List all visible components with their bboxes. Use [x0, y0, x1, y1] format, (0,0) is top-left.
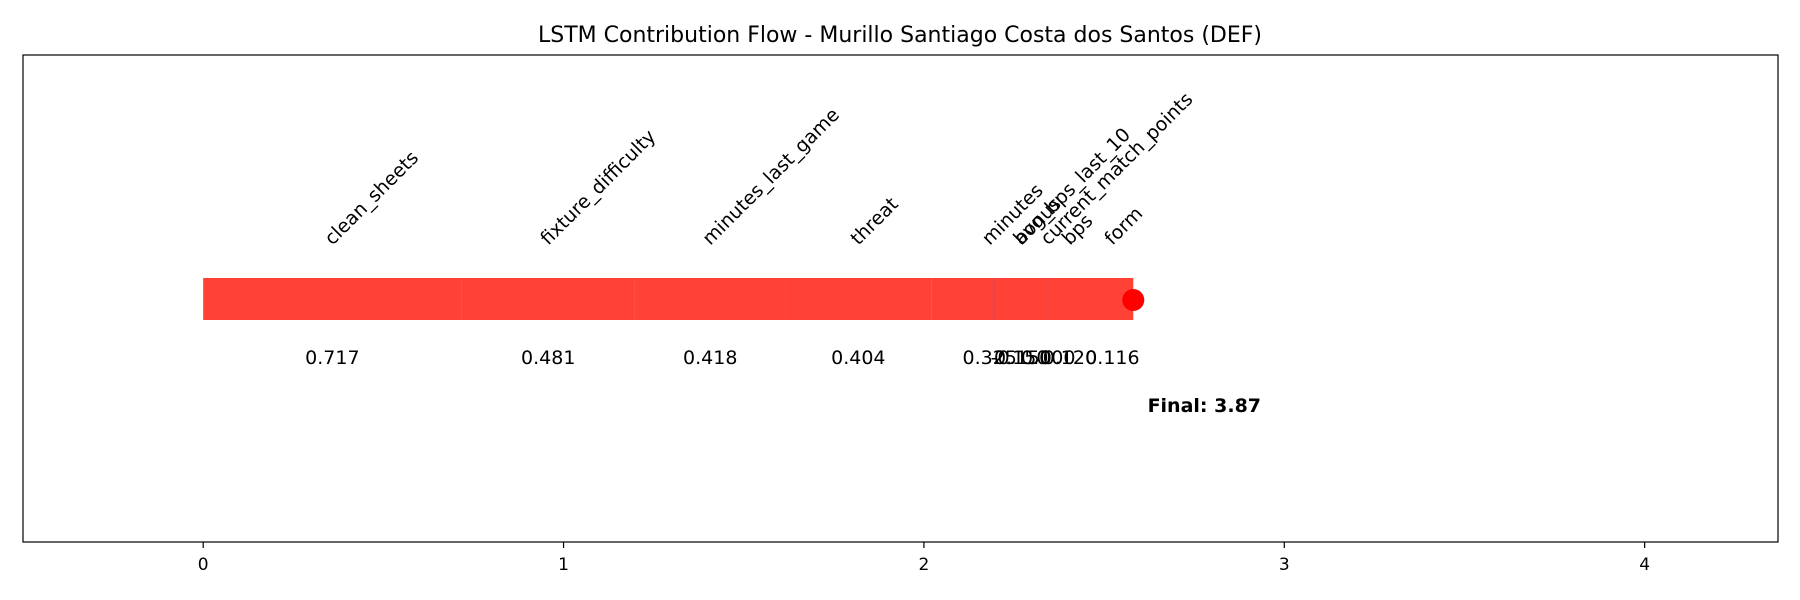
feature-label-fixture_difficulty: fixture_difficulty [536, 125, 660, 249]
value-label-clean_sheets: 0.717 [305, 347, 359, 369]
final-label: Final: 3.87 [1148, 395, 1261, 417]
x-axis: 0 1 2 3 4 [198, 542, 1650, 575]
bar-clean_sheets [203, 278, 462, 320]
value-labels: 0.717 0.481 0.418 0.404 0.325 0.000-0.1500.15… [305, 347, 1139, 369]
value-label-bps: 0.120 [1043, 347, 1097, 369]
bar-series [203, 278, 1134, 320]
x-tick-label: 4 [1639, 555, 1650, 575]
bar-bonus [994, 278, 1049, 320]
x-tick-label: 2 [919, 555, 930, 575]
feature-label-clean_sheets: clean_sheets [320, 147, 423, 250]
value-label-minutes: 0.325 [962, 347, 1016, 369]
chart-title: LSTM Contribution Flow - Murillo Santiag… [538, 23, 1262, 48]
final-marker [1122, 289, 1145, 311]
x-tick-label: 0 [198, 555, 209, 575]
value-label-fixture_difficulty: 0.481 [521, 347, 575, 369]
value-label-threat: 0.404 [831, 347, 885, 369]
feature-label-form: form [1100, 203, 1147, 250]
bar-threat [785, 278, 932, 320]
value-label-minutes_last_game: 0.418 [683, 347, 737, 369]
feature-labels: clean_sheets fixture_difficulty minutes_la… [320, 88, 1197, 249]
bar-fixture_difficulty [461, 278, 635, 320]
x-tick-label: 1 [558, 555, 569, 575]
feature-label-minutes_last_game: minutes_last_game [698, 104, 844, 250]
x-tick-label: 3 [1279, 555, 1290, 575]
value-label-avg_bps_last_10: -0.150 [991, 347, 1052, 369]
value-label-form: 0.116 [1085, 347, 1139, 369]
feature-label-threat: threat [846, 193, 902, 249]
value-label-current_match_points: 0.000 [1021, 347, 1075, 369]
value-label-bonus: 0.150 [994, 347, 1048, 369]
bar-bps [1048, 278, 1092, 320]
bar-minutes_last_game [634, 278, 786, 320]
plot-frame [22, 54, 1779, 543]
